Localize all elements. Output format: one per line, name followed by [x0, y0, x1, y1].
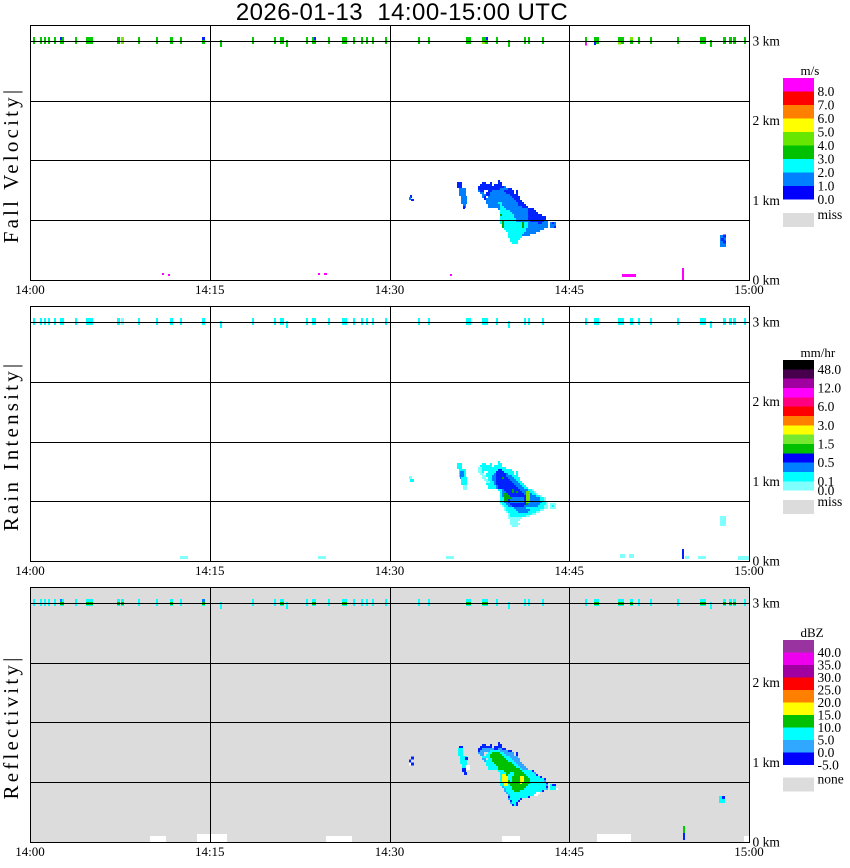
svg-text:mm/hr: mm/hr: [801, 345, 836, 360]
svg-text:6.0: 6.0: [818, 111, 835, 126]
svg-text:6.0: 6.0: [818, 399, 835, 414]
svg-text:2 km: 2 km: [753, 394, 781, 409]
svg-text:Rain Intensity|: Rain Intensity|: [0, 361, 23, 532]
svg-text:14:30: 14:30: [375, 563, 405, 578]
svg-text:Reflectivity|: Reflectivity|: [0, 655, 23, 800]
svg-text:3.0: 3.0: [818, 418, 835, 433]
svg-text:40.0: 40.0: [818, 645, 842, 660]
svg-text:none: none: [818, 772, 844, 787]
svg-text:-5.0: -5.0: [818, 758, 840, 773]
svg-text:0.1: 0.1: [818, 474, 835, 489]
svg-text:15:00: 15:00: [734, 282, 764, 297]
svg-text:3 km: 3 km: [753, 596, 781, 611]
svg-text:miss: miss: [818, 207, 843, 222]
svg-text:0.5: 0.5: [818, 455, 835, 470]
svg-text:20.0: 20.0: [818, 695, 842, 710]
svg-text:14:00: 14:00: [15, 563, 45, 578]
svg-text:5.0: 5.0: [818, 733, 835, 748]
svg-text:14:30: 14:30: [375, 844, 405, 859]
svg-text:2026-01-13 14:00-15:00 UTC: 2026-01-13 14:00-15:00 UTC: [236, 0, 568, 26]
svg-text:15:00: 15:00: [734, 844, 764, 859]
svg-text:14:15: 14:15: [195, 563, 225, 578]
svg-text:48.0: 48.0: [818, 362, 842, 377]
svg-text:3 km: 3 km: [753, 34, 781, 49]
svg-text:12.0: 12.0: [818, 380, 842, 395]
svg-text:3 km: 3 km: [753, 315, 781, 330]
svg-text:2.0: 2.0: [818, 165, 835, 180]
svg-text:30.0: 30.0: [818, 670, 842, 685]
svg-text:10.0: 10.0: [818, 720, 842, 735]
svg-text:0.0: 0.0: [818, 745, 835, 760]
svg-text:miss: miss: [818, 494, 843, 509]
svg-text:4.0: 4.0: [818, 138, 835, 153]
svg-text:14:00: 14:00: [15, 844, 45, 859]
svg-text:2 km: 2 km: [753, 113, 781, 128]
svg-text:0 km: 0 km: [753, 554, 781, 569]
svg-text:0.0: 0.0: [818, 483, 835, 498]
svg-text:7.0: 7.0: [818, 98, 835, 113]
svg-text:25.0: 25.0: [818, 683, 842, 698]
svg-text:1 km: 1 km: [753, 755, 781, 770]
svg-text:35.0: 35.0: [818, 658, 842, 673]
svg-text:1 km: 1 km: [753, 193, 781, 208]
svg-text:15:00: 15:00: [734, 563, 764, 578]
svg-text:14:45: 14:45: [554, 282, 584, 297]
svg-text:3.0: 3.0: [818, 152, 835, 167]
svg-text:15.0: 15.0: [818, 708, 842, 723]
svg-text:1.5: 1.5: [818, 436, 835, 451]
svg-text:5.0: 5.0: [818, 125, 835, 140]
svg-text:1.0: 1.0: [818, 179, 835, 194]
svg-text:2 km: 2 km: [753, 675, 781, 690]
svg-text:dBZ: dBZ: [801, 625, 824, 640]
svg-text:0.0: 0.0: [818, 192, 835, 207]
svg-text:14:15: 14:15: [195, 844, 225, 859]
svg-text:m/s: m/s: [801, 63, 820, 78]
svg-text:14:45: 14:45: [554, 844, 584, 859]
svg-text:8.0: 8.0: [818, 84, 835, 99]
svg-text:0 km: 0 km: [753, 273, 781, 288]
svg-text:14:00: 14:00: [15, 282, 45, 297]
svg-text:Fall Velocity|: Fall Velocity|: [0, 87, 23, 244]
svg-text:14:15: 14:15: [195, 282, 225, 297]
svg-text:0 km: 0 km: [753, 835, 781, 850]
svg-text:14:45: 14:45: [554, 563, 584, 578]
svg-text:1 km: 1 km: [753, 474, 781, 489]
svg-text:14:30: 14:30: [375, 282, 405, 297]
